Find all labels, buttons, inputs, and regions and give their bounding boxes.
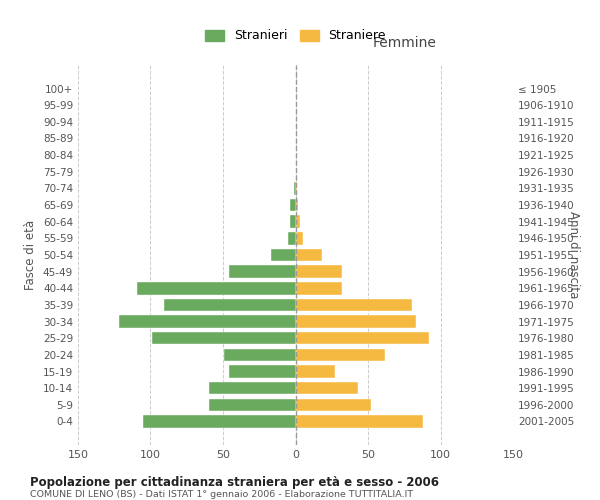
Bar (296, 249, 322, 261)
Bar (296, 266, 342, 278)
Bar (296, 332, 429, 344)
Bar (296, 182, 297, 194)
Bar (296, 232, 303, 244)
Bar (296, 348, 385, 361)
Bar (294, 182, 296, 194)
Bar (288, 232, 296, 244)
Bar (209, 398, 296, 411)
Bar (296, 298, 412, 311)
Bar (296, 382, 358, 394)
Bar (296, 316, 416, 328)
Text: COMUNE DI LENO (BS) - Dati ISTAT 1° gennaio 2006 - Elaborazione TUTTITALIA.IT: COMUNE DI LENO (BS) - Dati ISTAT 1° genn… (30, 490, 413, 499)
Bar (296, 398, 371, 411)
Bar (296, 282, 342, 294)
Bar (296, 366, 335, 378)
Bar (152, 332, 296, 344)
Bar (209, 382, 296, 394)
Bar (143, 415, 296, 428)
Bar (224, 348, 296, 361)
Bar (290, 216, 296, 228)
Text: Popolazione per cittadinanza straniera per età e sesso - 2006: Popolazione per cittadinanza straniera p… (30, 476, 439, 489)
Legend: Stranieri, Straniere: Stranieri, Straniere (201, 26, 390, 46)
Bar (290, 199, 296, 211)
Bar (229, 266, 296, 278)
Bar (296, 199, 298, 211)
Bar (271, 249, 296, 261)
Bar (164, 298, 296, 311)
Bar (296, 415, 423, 428)
Bar (296, 216, 300, 228)
Bar (229, 366, 296, 378)
Text: Femmine: Femmine (373, 36, 436, 50)
Y-axis label: Anni di nascita: Anni di nascita (567, 212, 580, 298)
Bar (119, 316, 296, 328)
Bar (137, 282, 296, 294)
Y-axis label: Fasce di età: Fasce di età (25, 220, 37, 290)
